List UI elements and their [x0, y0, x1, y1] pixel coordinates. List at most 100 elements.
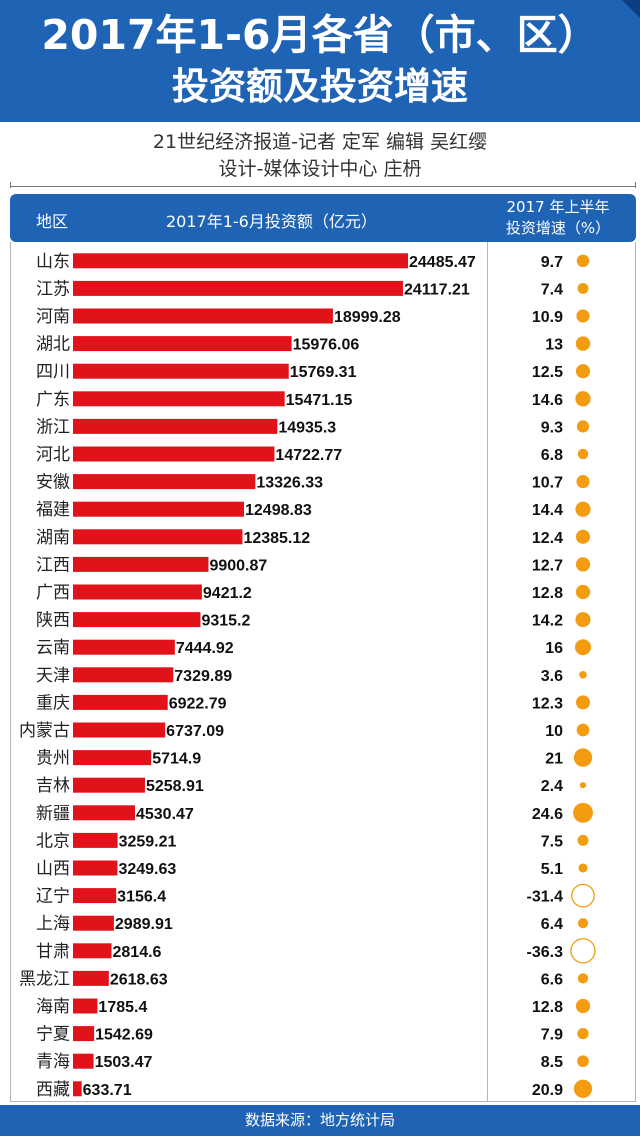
- region-label: 广西: [36, 583, 70, 603]
- region-label: 甘肃: [36, 942, 70, 962]
- growth-dot: [577, 973, 589, 984]
- growth-dot: [577, 1055, 589, 1068]
- growth-label: 7.5: [541, 833, 563, 850]
- amount-label: 24117.21: [404, 281, 470, 298]
- growth-label: 10.9: [532, 309, 563, 326]
- amount-bar: [73, 391, 285, 407]
- region-label: 宁夏: [36, 1025, 70, 1045]
- region-label: 河北: [36, 445, 70, 465]
- growth-label: 7.9: [541, 1027, 563, 1044]
- page-title: 2017年1-6月各省（市、区）: [41, 11, 599, 59]
- growth-label: 12.5: [532, 364, 563, 381]
- table-header: 地区 2017年1-6月投资额（亿元） 2017 年上半年 投资增速（%）: [10, 194, 636, 242]
- amount-bar: [73, 446, 275, 462]
- footer-source: 数据来源：地方统计局: [0, 1105, 640, 1136]
- amount-label: 12385.12: [243, 530, 310, 547]
- growth-dot: [575, 557, 591, 572]
- region-label: 北京: [36, 831, 70, 851]
- amount-bar: [73, 888, 117, 904]
- growth-label: 5.1: [541, 861, 563, 878]
- growth-label: 21: [545, 751, 563, 768]
- amount-label: 2618.63: [110, 971, 168, 988]
- growth-dot: [577, 448, 589, 460]
- header-growth-line2: 投资增速（%）: [505, 219, 611, 237]
- amount-label: 13326.33: [256, 475, 323, 492]
- amount-label: 3249.63: [118, 861, 176, 878]
- investment-chart: 山东 24485.47 9.7 江苏 24117.21 7.4 河南 18999.28 10.9…: [19, 252, 596, 1100]
- growth-dot: [573, 748, 593, 767]
- growth-label: 9.3: [541, 419, 563, 436]
- growth-dot: [575, 391, 591, 407]
- amount-label: 15769.31: [290, 364, 357, 381]
- amount-bar: [73, 363, 289, 379]
- growth-dot: [579, 671, 587, 679]
- region-label: 湖北: [36, 335, 70, 355]
- growth-label: 8.5: [541, 1054, 563, 1071]
- growth-label: 13: [545, 337, 563, 354]
- amount-label: 3259.21: [119, 833, 177, 850]
- growth-label: -31.4: [527, 889, 564, 906]
- region-label: 吉林: [36, 776, 70, 796]
- amount-label: 7444.92: [176, 640, 234, 657]
- amount-label: 14935.3: [278, 419, 336, 436]
- region-label: 河南: [36, 307, 70, 327]
- amount-bar: [73, 1026, 95, 1042]
- region-label: 浙江: [36, 417, 70, 437]
- growth-label: -36.3: [527, 944, 564, 961]
- growth-dot: [577, 834, 589, 846]
- growth-dot: [575, 639, 591, 656]
- amount-bar: [73, 336, 292, 352]
- region-label: 陕西: [36, 611, 70, 631]
- amount-bar: [73, 612, 201, 628]
- credit-line-design: 设计-媒体设计中心 庄枬: [218, 158, 422, 180]
- region-label: 四川: [36, 362, 70, 382]
- header-region: 地区: [36, 212, 69, 231]
- region-label: 广东: [36, 390, 70, 410]
- growth-dot: [575, 998, 591, 1014]
- growth-label: 16: [545, 640, 563, 657]
- growth-dot: [575, 336, 591, 351]
- growth-dot: [577, 1027, 589, 1040]
- amount-label: 14722.77: [275, 447, 342, 464]
- amount-label: 9315.2: [201, 613, 250, 630]
- amount-bar: [73, 860, 118, 876]
- amount-label: 2989.91: [115, 916, 173, 933]
- amount-bar: [73, 584, 202, 600]
- growth-dot: [575, 695, 591, 710]
- amount-bar: [73, 970, 109, 986]
- growth-label: 12.7: [532, 557, 563, 574]
- banner-fold: [622, 0, 640, 18]
- amount-bar: [73, 529, 243, 545]
- header-growth-line1: 2017 年上半年: [506, 198, 610, 216]
- growth-label: 14.4: [532, 502, 563, 519]
- amount-bar: [73, 308, 333, 324]
- growth-dot: [573, 802, 593, 823]
- growth-label: 6.6: [541, 971, 563, 988]
- growth-dot: [573, 1079, 593, 1098]
- column-separator: [487, 242, 488, 1102]
- amount-label: 6737.09: [166, 723, 224, 740]
- region-label: 江苏: [36, 279, 70, 299]
- region-label: 山西: [36, 859, 70, 879]
- table-frame: [10, 242, 636, 1102]
- amount-bar: [73, 474, 256, 490]
- growth-dot: [576, 420, 590, 433]
- amount-label: 9900.87: [209, 557, 267, 574]
- growth-label: 12.3: [532, 695, 563, 712]
- region-label: 云南: [36, 638, 70, 658]
- amount-bar: [73, 998, 98, 1014]
- page-subtitle: 投资额及投资增速: [172, 65, 468, 108]
- growth-dot: [577, 918, 589, 929]
- growth-label: 7.4: [541, 281, 563, 298]
- amount-bar: [73, 777, 145, 793]
- region-label: 海南: [36, 997, 70, 1017]
- growth-dot: [575, 529, 591, 544]
- growth-dot: [576, 254, 590, 268]
- growth-label: 24.6: [532, 806, 563, 823]
- growth-label: 2.4: [541, 778, 563, 795]
- amount-bar: [73, 253, 408, 269]
- amount-label: 4530.47: [136, 806, 194, 823]
- region-label: 内蒙古: [19, 721, 70, 741]
- growth-dot: [575, 364, 591, 379]
- divider: [10, 182, 636, 188]
